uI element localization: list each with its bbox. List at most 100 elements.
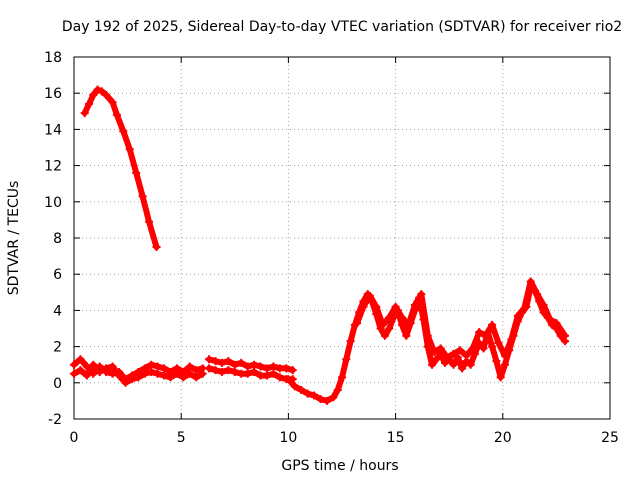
data-point: [428, 360, 437, 369]
y-tick-label: 18: [44, 50, 62, 66]
data-point: [93, 85, 102, 94]
data-point: [316, 395, 325, 404]
data-point: [449, 349, 458, 358]
x-tick-label: 25: [601, 430, 619, 446]
data-point: [432, 355, 441, 364]
data-point: [342, 355, 351, 364]
data-point: [166, 373, 175, 382]
x-tick-label: 10: [279, 430, 297, 446]
data-point: [494, 338, 503, 347]
data-point: [89, 360, 98, 369]
data-point: [284, 375, 293, 384]
x-tick-label: 15: [387, 430, 405, 446]
data-point: [125, 145, 134, 154]
data-point: [108, 98, 117, 107]
data-point: [147, 367, 156, 376]
data-point: [282, 364, 291, 373]
data-point: [488, 342, 497, 351]
data-point: [205, 364, 214, 373]
data-point: [496, 373, 505, 382]
y-tick-label: 6: [53, 267, 62, 283]
data-point: [217, 367, 226, 376]
data-point: [520, 304, 529, 313]
data-point: [378, 320, 387, 329]
data-point: [153, 369, 162, 378]
data-point: [365, 291, 374, 300]
data-point: [475, 328, 484, 337]
y-tick-label: 0: [53, 376, 62, 392]
data-point: [138, 192, 147, 201]
data-point: [303, 389, 312, 398]
y-tick-label: -2: [48, 412, 62, 428]
data-point: [322, 396, 331, 405]
series-main-segment-upper: [353, 277, 569, 362]
data-point: [134, 373, 143, 382]
data-point: [526, 277, 535, 286]
data-point: [121, 378, 130, 387]
x-tick-label: 5: [177, 430, 186, 446]
axis-ticks: 0 5 10 15 20 25 -2 0 2 4 6 8 10 12 14 16 18: [44, 50, 619, 446]
data-point: [230, 360, 239, 369]
data-point: [80, 109, 89, 118]
data-point: [192, 366, 201, 375]
data-point: [443, 353, 452, 362]
data-point: [513, 311, 522, 320]
data-point: [372, 302, 381, 311]
data-point: [112, 110, 121, 119]
data-point: [380, 331, 389, 340]
data-point: [338, 373, 346, 382]
data-point: [440, 358, 449, 367]
data-point: [297, 386, 306, 395]
data-point: [185, 369, 194, 378]
data-point: [250, 367, 259, 376]
data-point: [359, 302, 368, 311]
data-point: [85, 100, 94, 109]
data-point: [102, 91, 111, 100]
grid: [74, 57, 610, 419]
data-point: [288, 366, 297, 375]
data-point: [256, 362, 265, 371]
data-point: [545, 315, 554, 324]
data-point: [353, 319, 362, 328]
y-tick-label: 8: [53, 231, 62, 247]
chart-title: Day 192 of 2025, Sidereal Day-to-day VTE…: [62, 19, 622, 35]
y-tick-label: 10: [44, 195, 62, 211]
data-point: [237, 358, 246, 367]
data-point: [160, 371, 169, 380]
data-point: [333, 386, 342, 395]
data-point: [290, 382, 299, 391]
data-point: [108, 362, 117, 371]
data-point: [458, 364, 467, 373]
data-point: [211, 357, 220, 366]
data-point: [402, 331, 411, 340]
data-series: [70, 85, 569, 405]
data-point: [198, 369, 207, 378]
data-point: [466, 360, 475, 369]
data-point: [185, 362, 194, 371]
data-point: [391, 302, 400, 311]
data-point: [224, 366, 233, 375]
data-point: [97, 87, 106, 96]
data-point: [153, 362, 162, 371]
data-point: [95, 367, 104, 376]
data-point: [160, 364, 169, 373]
data-point: [262, 371, 271, 380]
data-point: [132, 168, 141, 177]
data-point: [533, 290, 542, 299]
data-point: [224, 357, 233, 366]
data-point: [262, 364, 271, 373]
data-point: [398, 313, 407, 322]
data-point: [385, 313, 394, 322]
data-point: [430, 348, 439, 357]
data-point: [243, 369, 252, 378]
data-point: [211, 366, 220, 375]
data-point: [82, 371, 91, 380]
data-point: [436, 344, 445, 353]
data-point: [172, 369, 181, 378]
data-point: [115, 371, 124, 380]
data-point: [269, 362, 278, 371]
series-low-segment-d: [205, 364, 297, 384]
data-point: [145, 217, 154, 226]
x-tick-label: 20: [494, 430, 512, 446]
